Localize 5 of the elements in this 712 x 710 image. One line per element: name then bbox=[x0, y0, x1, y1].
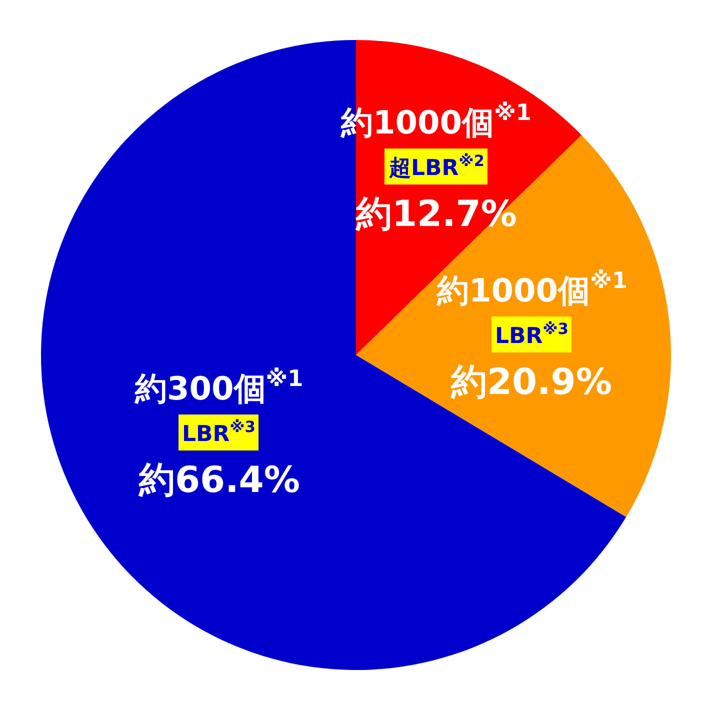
category-label: 約1000個$^{※1}$ LBR$^{※3}$ bbox=[437, 268, 628, 350]
category-label: 約300個$^{※1}$ LBR$^{※3}$ bbox=[135, 366, 304, 448]
data-label: 約66.4% bbox=[138, 460, 300, 501]
pie-slice bbox=[41, 40, 626, 670]
data-label: 約20.9% bbox=[450, 362, 612, 403]
